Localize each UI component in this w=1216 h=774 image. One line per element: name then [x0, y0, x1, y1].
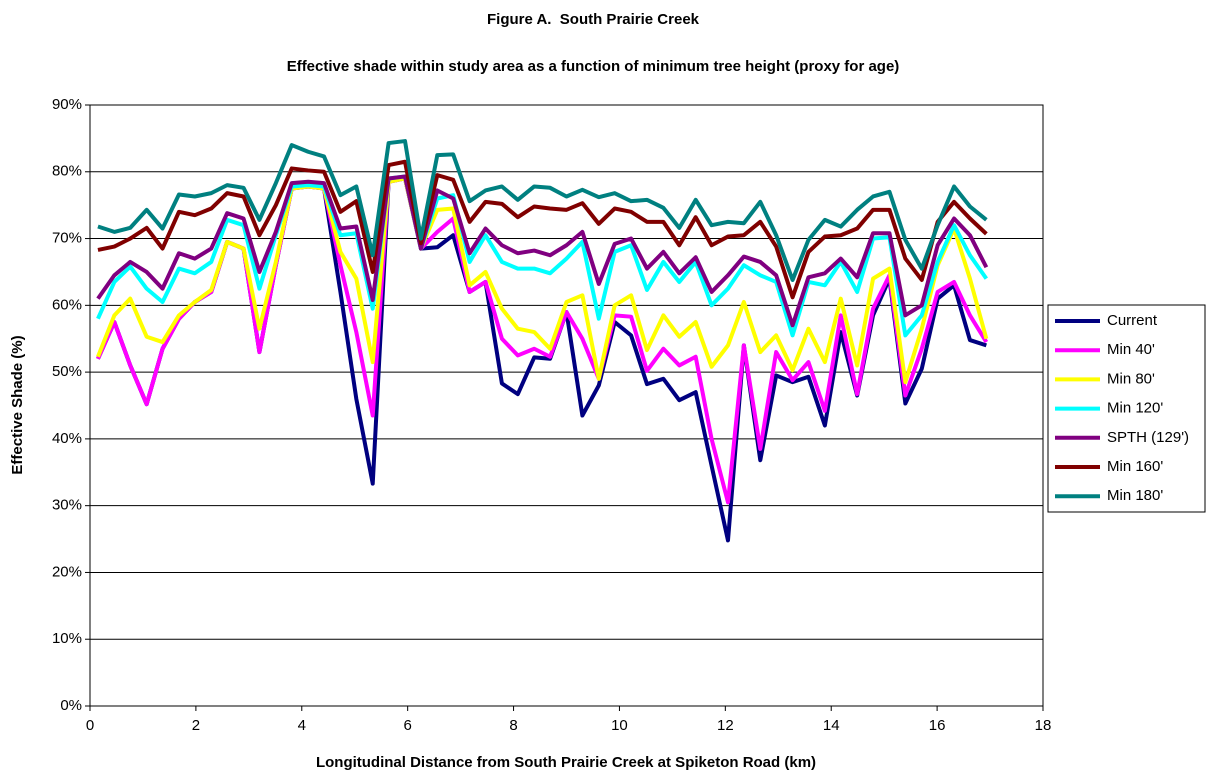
legend-label: SPTH (129'): [1107, 429, 1189, 446]
series-line: [96, 174, 989, 328]
y-tick-label: 60%: [52, 296, 82, 313]
y-tick-label: 90%: [52, 96, 82, 113]
series-line: [97, 159, 988, 300]
y-tick-label: 50%: [52, 363, 82, 380]
legend-label: Current: [1107, 312, 1158, 329]
chart-subtitle: Effective shade within study area as a f…: [287, 58, 900, 75]
x-tick-label: 0: [86, 717, 94, 734]
legend-label: Min 40': [1107, 341, 1155, 358]
y-tick-label: 40%: [52, 430, 82, 447]
legend-label: Min 160': [1107, 458, 1163, 475]
y-tick-label: 70%: [52, 230, 82, 247]
x-tick-label: 6: [403, 717, 411, 734]
x-tick-label: 4: [298, 717, 306, 734]
chart-title: Figure A. South Prairie Creek: [487, 11, 700, 28]
x-tick-label: 8: [509, 717, 517, 734]
x-tick-label: 10: [611, 717, 628, 734]
x-tick-label: 18: [1035, 717, 1052, 734]
x-tick-label: 14: [823, 717, 840, 734]
x-tick-label: 16: [929, 717, 946, 734]
x-tick-label: 2: [192, 717, 200, 734]
legend-label: Min 180': [1107, 487, 1163, 504]
y-tick-label: 10%: [52, 630, 82, 647]
series-line: [97, 139, 988, 282]
y-axis-label: Effective Shade (%): [9, 335, 26, 474]
y-tick-label: 0%: [60, 697, 82, 714]
y-tick-label: 20%: [52, 563, 82, 580]
series-line: [96, 176, 989, 385]
x-axis-label: Longitudinal Distance from South Prairie…: [316, 754, 816, 771]
x-tick-label: 12: [717, 717, 734, 734]
y-tick-label: 30%: [52, 497, 82, 514]
series-line: [96, 174, 988, 338]
legend-label: Min 120': [1107, 400, 1163, 417]
y-tick-label: 80%: [52, 163, 82, 180]
legend-label: Min 80': [1107, 370, 1155, 387]
